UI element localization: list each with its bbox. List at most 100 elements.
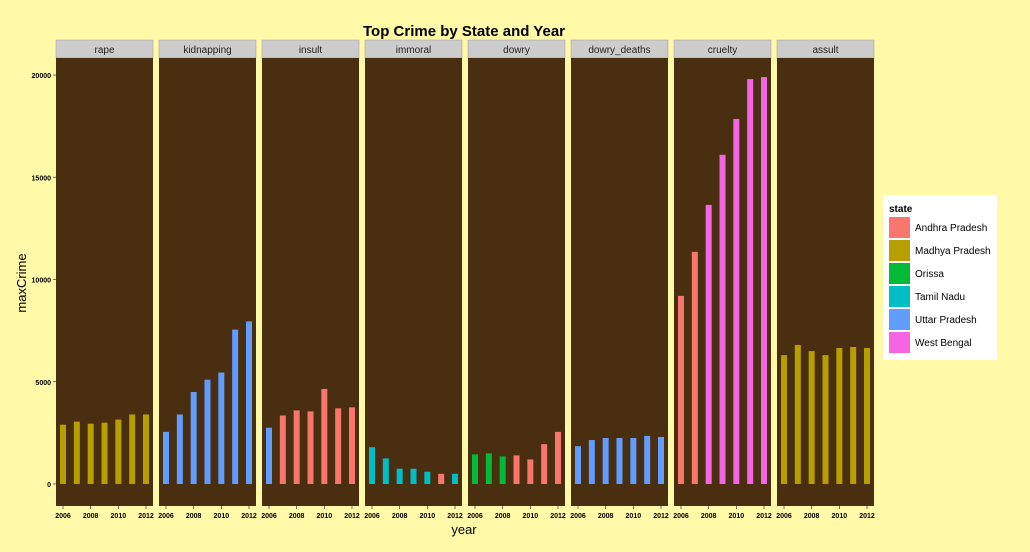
x-tick-label-cruelty-2012: 2012 <box>756 513 772 520</box>
strip-label-insult: insult <box>299 45 323 56</box>
bar-kidnapping-2007 <box>176 414 183 484</box>
bar-cruelty-2012 <box>761 77 767 485</box>
bar-assult-2011 <box>850 346 857 484</box>
x-tick-label-immoral-2010: 2010 <box>420 513 436 520</box>
bar-dowry_deaths-2012 <box>658 436 664 484</box>
x-tick-label-insult-2010: 2010 <box>317 513 333 520</box>
bar-insult-2008 <box>293 410 300 484</box>
legend: state Andhra Pradesh Madhya Pradesh Orissa… <box>883 195 997 360</box>
facet-panels: rape 2006 2008 2010 2012 kidnapping 2006 2008 20… <box>55 39 875 520</box>
legend-label-orissa: Orissa <box>915 269 944 280</box>
x-axis-label: year <box>451 522 477 537</box>
bar-insult-2012 <box>349 407 355 484</box>
y-tick-label-15000: 15000 <box>32 175 52 182</box>
legend-swatch-andhra-pradesh <box>889 217 910 238</box>
strip-label-rape: rape <box>94 45 114 56</box>
bar-rape-2007 <box>73 421 80 484</box>
legend-swatch-madhya-pradesh <box>889 240 910 261</box>
bar-insult-2007 <box>279 415 286 484</box>
x-tick-label-dowry-2006: 2006 <box>467 513 483 520</box>
x-tick-label-dowry-2012: 2012 <box>550 513 566 520</box>
panel-bg-dowry <box>468 58 565 506</box>
legend-label-tamil-nadu: Tamil Nadu <box>915 292 965 303</box>
strip-label-assult: assult <box>812 45 838 56</box>
x-tick-label-kidnapping-2008: 2008 <box>186 513 202 520</box>
x-tick-label-kidnapping-2010: 2010 <box>214 513 230 520</box>
panel-bg-immoral <box>365 58 462 506</box>
bar-rape-2011 <box>129 414 136 484</box>
legend-label-madhya-pradesh: Madhya Pradesh <box>915 246 991 257</box>
bar-insult-2011 <box>335 408 342 484</box>
x-tick-label-assult-2012: 2012 <box>859 513 875 520</box>
x-tick-label-immoral-2008: 2008 <box>392 513 408 520</box>
x-tick-label-dowry_deaths-2010: 2010 <box>626 513 642 520</box>
x-tick-label-kidnapping-2006: 2006 <box>158 513 174 520</box>
y-axis-label: maxCrime <box>14 253 29 312</box>
panel-assult: assult 2006 2008 2010 2012 <box>776 39 875 520</box>
bar-rape-2009 <box>101 422 108 484</box>
bar-kidnapping-2006 <box>163 431 169 484</box>
bar-dowry_deaths-2006 <box>575 446 581 484</box>
bar-dowry-2011 <box>541 444 548 484</box>
panel-dowry_deaths: dowry_deaths 2006 2008 2010 2012 <box>570 39 669 520</box>
panel-insult: insult 2006 2008 2010 2012 <box>261 39 360 520</box>
x-tick-label-rape-2012: 2012 <box>138 513 154 520</box>
bar-dowry_deaths-2007 <box>588 440 595 484</box>
bar-cruelty-2007 <box>691 251 698 484</box>
x-tick-label-cruelty-2010: 2010 <box>729 513 745 520</box>
bar-dowry-2008 <box>499 456 506 484</box>
x-tick-label-insult-2012: 2012 <box>344 513 360 520</box>
bar-cruelty-2009 <box>719 154 726 484</box>
strip-label-dowry_deaths: dowry_deaths <box>588 45 650 56</box>
legend-swatch-orissa <box>889 263 910 284</box>
x-tick-label-dowry_deaths-2006: 2006 <box>570 513 586 520</box>
legend-label-uttar-pradesh: Uttar Pradesh <box>915 315 977 326</box>
panel-bg-dowry_deaths <box>571 58 668 506</box>
bar-immoral-2007 <box>382 458 389 484</box>
x-tick-label-rape-2010: 2010 <box>111 513 127 520</box>
strip-label-dowry: dowry <box>503 45 530 56</box>
x-tick-label-assult-2006: 2006 <box>776 513 792 520</box>
x-tick-label-cruelty-2006: 2006 <box>673 513 689 520</box>
bar-dowry_deaths-2010 <box>630 437 637 484</box>
bar-insult-2006 <box>266 427 272 484</box>
x-tick-label-dowry_deaths-2012: 2012 <box>653 513 669 520</box>
bar-kidnapping-2009 <box>204 379 211 484</box>
x-tick-label-cruelty-2008: 2008 <box>701 513 717 520</box>
bar-assult-2010 <box>836 348 843 484</box>
x-tick-label-assult-2008: 2008 <box>804 513 820 520</box>
y-axis: 0 5000 10000 15000 20000 <box>32 73 56 489</box>
bar-kidnapping-2010 <box>218 372 225 484</box>
bar-insult-2009 <box>307 411 314 484</box>
panel-dowry: dowry 2006 2008 2010 2012 <box>467 39 566 520</box>
strip-label-cruelty: cruelty <box>708 45 737 56</box>
x-tick-label-kidnapping-2012: 2012 <box>241 513 257 520</box>
y-tick-label-0: 0 <box>47 482 51 489</box>
bar-immoral-2010 <box>424 471 431 484</box>
legend-label-west-bengal: West Bengal <box>915 338 972 349</box>
bar-dowry-2010 <box>527 459 534 484</box>
x-tick-label-dowry_deaths-2008: 2008 <box>598 513 614 520</box>
bar-dowry-2009 <box>513 455 520 484</box>
bar-rape-2010 <box>115 419 122 484</box>
bar-rape-2006 <box>60 424 66 484</box>
bar-cruelty-2006 <box>678 295 684 484</box>
x-tick-label-dowry-2008: 2008 <box>495 513 511 520</box>
bar-dowry-2006 <box>472 454 478 484</box>
y-tick-label-5000: 5000 <box>35 380 51 387</box>
x-tick-label-insult-2008: 2008 <box>289 513 305 520</box>
bar-dowry_deaths-2009 <box>616 437 623 484</box>
legend-label-andhra-pradesh: Andhra Pradesh <box>915 223 987 234</box>
bar-assult-2012 <box>864 348 870 484</box>
bar-immoral-2012 <box>452 473 458 484</box>
panel-rape: rape 2006 2008 2010 2012 <box>55 39 154 520</box>
bar-immoral-2009 <box>410 468 417 484</box>
legend-title: state <box>889 204 913 215</box>
panel-immoral: immoral 2006 2008 2010 2012 <box>364 39 463 520</box>
legend-swatch-west-bengal <box>889 332 910 353</box>
bar-cruelty-2011 <box>747 79 754 484</box>
bar-cruelty-2008 <box>705 204 712 485</box>
y-tick-label-20000: 20000 <box>32 73 52 80</box>
chart-title: Top Crime by State and Year <box>363 23 565 40</box>
